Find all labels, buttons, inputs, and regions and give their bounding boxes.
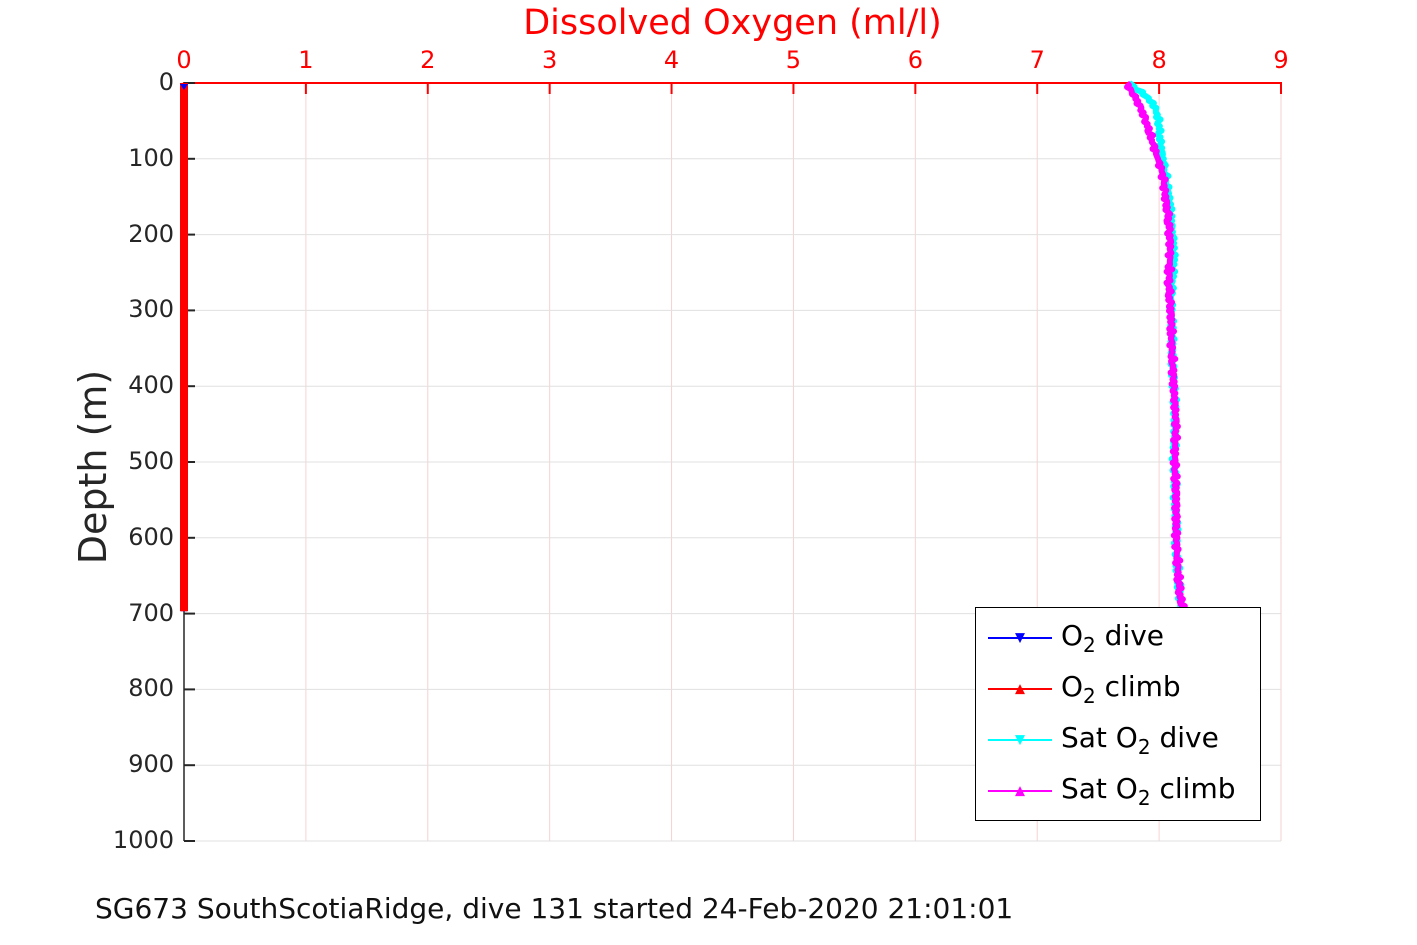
- y-tick-label-900: 900: [128, 750, 174, 779]
- x-tick-label-9: 9: [1273, 46, 1289, 74]
- legend-item-o2-dive: ▼ O2 dive: [988, 613, 1260, 663]
- y-axis-title: Depth (m): [71, 369, 115, 565]
- x-tick-label-5: 5: [785, 46, 802, 74]
- x-tick-label-4: 4: [663, 46, 680, 74]
- x-tick-label-8: 8: [1151, 46, 1167, 74]
- x-tick-label-0: 0: [176, 46, 192, 74]
- legend-line-sample: ▲: [988, 681, 1052, 697]
- legend-label: O2 climb: [1061, 669, 1181, 708]
- legend-label: O2 dive: [1061, 618, 1165, 657]
- y-tick-label-500: 500: [128, 447, 174, 475]
- legend-line: [988, 738, 1052, 741]
- chart-title: Dissolved Oxygen (ml/l): [523, 3, 942, 43]
- x-tick-label-2: 2: [420, 46, 436, 74]
- legend-line: [988, 636, 1052, 639]
- legend-line-sample: ▼: [988, 732, 1052, 748]
- y-tick-label-400: 400: [128, 371, 174, 400]
- y-tick-label-100: 100: [128, 143, 174, 172]
- triangle-up-icon: ▲: [1015, 681, 1025, 696]
- y-tick-label-800: 800: [128, 674, 174, 703]
- triangle-down-icon: ▼: [1015, 630, 1025, 645]
- y-tick-label-1000: 1000: [112, 826, 174, 854]
- o2-dive-marker-tip: [180, 84, 188, 90]
- series-sat-o2-climb: [1124, 80, 1188, 613]
- legend-item-o2-climb: ▲ O2 climb: [988, 664, 1260, 714]
- figure-caption: SG673 SouthScotiaRidge, dive 131 started…: [95, 892, 1014, 925]
- legend-line: [988, 789, 1052, 792]
- y-tick-label-700: 700: [128, 598, 174, 627]
- legend: ▼ O2 dive ▲ O2 climb ▼ Sat O2 dive ▲ Sat O2 cli…: [975, 607, 1261, 821]
- y-tick-label-0: 0: [158, 68, 174, 96]
- x-tick-label-3: 3: [542, 46, 558, 74]
- x-tick-label-7: 7: [1029, 46, 1045, 74]
- legend-line-sample: ▼: [988, 630, 1052, 646]
- legend-line-sample: ▲: [988, 783, 1052, 799]
- legend-line: [988, 687, 1052, 690]
- y-tick-label-300: 300: [128, 295, 174, 324]
- x-tick-label-6: 6: [907, 46, 923, 74]
- legend-item-sat-o2-climb: ▲ Sat O2 climb: [988, 766, 1260, 816]
- legend-label: Sat O2 dive: [1061, 720, 1219, 759]
- triangle-up-icon: ▲: [1015, 783, 1025, 798]
- legend-label: Sat O2 climb: [1061, 771, 1236, 810]
- x-tick-label-1: 1: [298, 46, 314, 74]
- y-tick-label-600: 600: [128, 522, 174, 551]
- legend-item-sat-o2-dive: ▼ Sat O2 dive: [988, 715, 1260, 765]
- triangle-down-icon: ▼: [1015, 732, 1025, 747]
- y-tick-label-200: 200: [128, 219, 174, 248]
